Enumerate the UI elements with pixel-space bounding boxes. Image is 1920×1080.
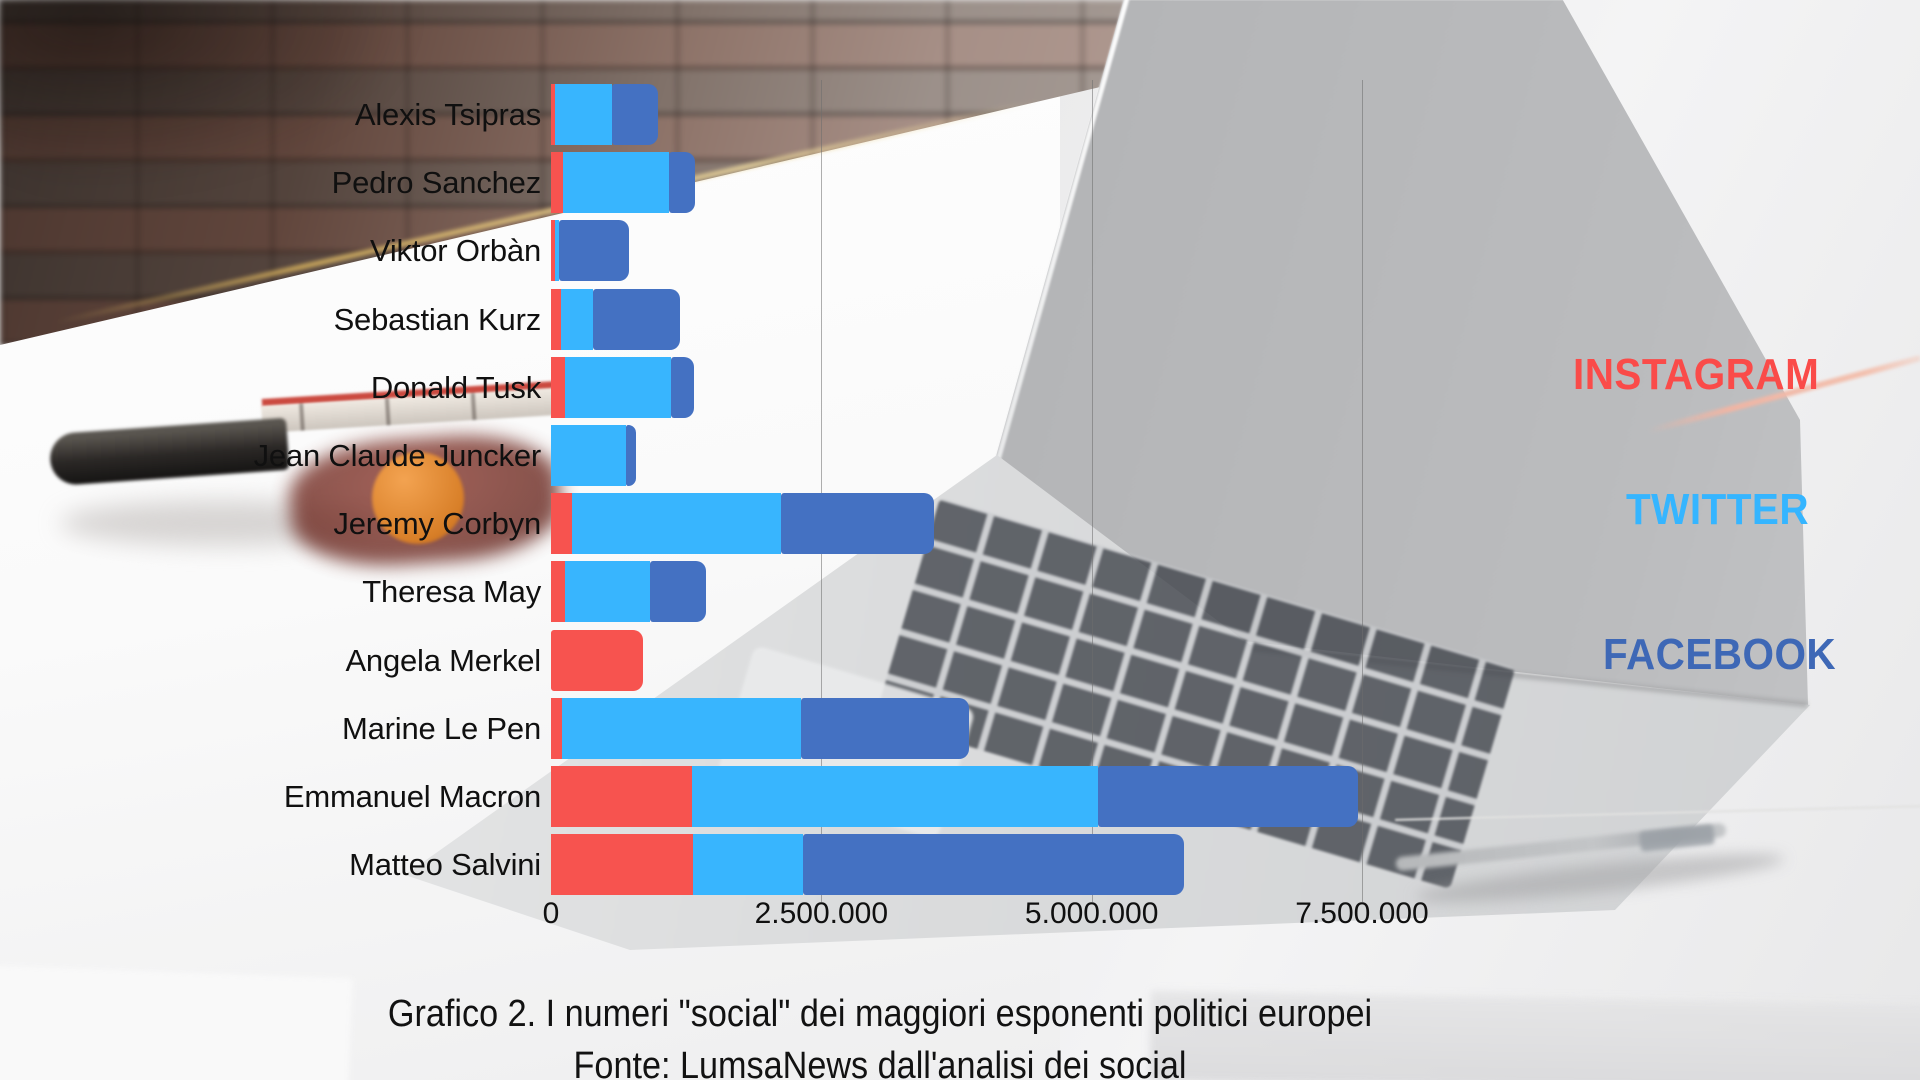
category-label: Jeremy Corbyn [333, 506, 541, 542]
x-axis-tick-label: 7.500.000 [1295, 897, 1429, 930]
bar-segment-instagram [551, 288, 561, 350]
bar-segment-facebook [558, 220, 629, 282]
x-axis-tick-label: 2.500.000 [754, 897, 889, 930]
bar-segment-facebook [671, 356, 695, 418]
chart-source: Fonte: LumsaNews dall'analisi dei social [573, 1045, 1187, 1080]
bar-segment-twitter [551, 425, 626, 486]
table-tennis-ball [372, 452, 464, 544]
bar-segment-instagram [551, 493, 573, 555]
bar-segment-instagram [551, 834, 693, 896]
gridline [1362, 80, 1363, 902]
bar-segment-twitter [565, 561, 650, 623]
bar-row: Marine Le Pen [0, 697, 1920, 759]
category-label: Pedro Sanchez [331, 165, 542, 201]
bar-segment-twitter [560, 288, 594, 350]
bar-segment-instagram [551, 84, 556, 145]
bar-segment-twitter [555, 84, 612, 145]
gridline [821, 80, 823, 902]
bar-segment-facebook [1098, 766, 1358, 827]
legend-item-facebook: FACEBOOK [1603, 630, 1837, 679]
bar-segment-instagram [551, 766, 692, 827]
category-label: Sebastian Kurz [333, 301, 542, 337]
bar-segment-facebook [802, 834, 1184, 896]
bar-segment-instagram [551, 220, 555, 282]
bar-segment-instagram [551, 356, 566, 418]
bar-segment-instagram [551, 152, 563, 214]
bar-row: Pedro Sanchez [0, 152, 1920, 214]
bar-row: Angela Merkel [0, 629, 1920, 691]
chart-title-block: Grafico 2. I numeri "social" dei maggior… [330, 988, 1430, 1080]
bar-segment-twitter [692, 834, 803, 896]
category-label: Marine Le Pen [341, 710, 541, 746]
category-label: Matteo Salvini [349, 847, 541, 883]
bar-row: Theresa May [0, 561, 1920, 623]
bar-segment-facebook [625, 425, 636, 486]
bar-segment-facebook [800, 697, 970, 759]
category-label: Theresa May [362, 574, 541, 610]
bar-segment-instagram [551, 697, 562, 759]
bar-segment-twitter [572, 493, 781, 555]
bar-segment-twitter [565, 356, 672, 418]
legend-item-instagram: INSTAGRAM [1573, 350, 1820, 399]
bar-segment-twitter [691, 766, 1099, 827]
bar-segment-facebook [668, 152, 695, 214]
chart-title: Grafico 2. I numeri "social" dei maggior… [387, 993, 1373, 1035]
x-axis-tick-label: 0 [542, 897, 560, 930]
bar-row: Alexis Tsipras [0, 84, 1920, 145]
bar-row: Donald Tusk [0, 356, 1920, 418]
legend-item-twitter: TWITTER [1626, 485, 1810, 534]
bar-segment-facebook [593, 288, 680, 350]
bar-row: Matteo Salvini [0, 834, 1920, 896]
gridline [1091, 80, 1093, 902]
category-label: Emmanuel Macron [283, 779, 541, 814]
bar-segment-facebook [780, 493, 935, 555]
category-label: Angela Merkel [345, 642, 541, 678]
bar-segment-facebook [649, 561, 707, 623]
bar-segment-instagram [551, 629, 643, 691]
category-label: Jean Claude Juncker [253, 438, 542, 473]
bar-segment-facebook [611, 84, 659, 145]
category-label: Donald Tusk [370, 369, 541, 405]
category-label: Alexis Tsipras [354, 97, 541, 132]
bar-row: Emmanuel Macron [0, 766, 1920, 827]
category-label: Viktor Orbàn [369, 233, 541, 269]
bar-row: Viktor Orbàn [0, 220, 1920, 282]
bar-segment-instagram [551, 561, 566, 623]
bar-segment-twitter [561, 697, 801, 759]
bar-row: Jeremy Corbyn [0, 493, 1920, 555]
bar-row: Jean Claude Juncker [0, 425, 1920, 486]
x-axis-tick-label: 5.000.000 [1024, 897, 1159, 930]
bar-segment-twitter [554, 220, 559, 282]
bar-row: Sebastian Kurz [0, 288, 1920, 350]
bar-segment-twitter [562, 152, 669, 214]
